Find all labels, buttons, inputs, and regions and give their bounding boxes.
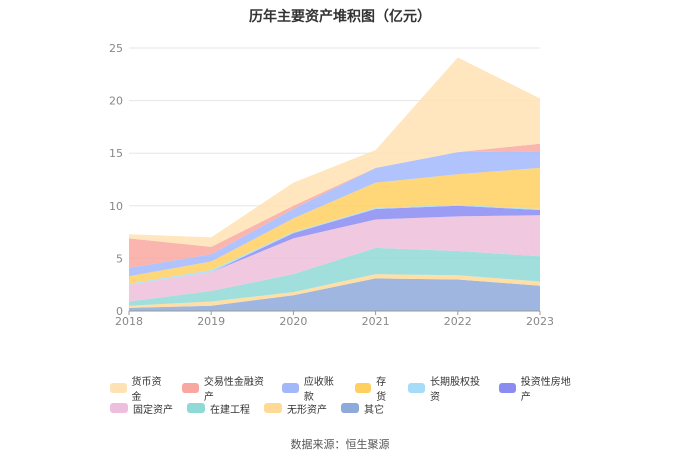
x-tick-label: 2018 (115, 315, 143, 328)
y-tick-label: 0 (116, 305, 123, 318)
legend-swatch (408, 383, 425, 393)
legend-swatch (341, 403, 359, 413)
area-series (129, 274, 540, 308)
legend-swatch (110, 403, 128, 413)
legend-label: 交易性金融资产 (203, 377, 264, 403)
legend-label: 在建工程 (210, 404, 250, 416)
legend-row: 固定资产 在建工程 无形资产 其它 (110, 398, 590, 418)
legend-swatch (110, 383, 127, 393)
area-series (129, 204, 540, 285)
y-tick-label: 20 (109, 95, 123, 108)
legend-label: 存货 (376, 377, 387, 403)
legend-item[interactable]: 交易性金融资产 (182, 373, 268, 403)
area-series (129, 247, 540, 306)
legend-item[interactable]: 其它 (341, 401, 384, 416)
x-tick-label: 2022 (444, 315, 472, 328)
legend-swatch (187, 403, 205, 413)
legend-row: 货币资金 交易性金融资产 应收账款 存货 长期股权投资 投资性房地产 (110, 377, 590, 403)
legend-label: 无形资产 (287, 404, 327, 416)
legend-item[interactable]: 在建工程 (187, 401, 250, 416)
y-tick-label: 15 (109, 147, 123, 160)
legend-swatch (499, 383, 516, 393)
legend-label: 应收账款 (303, 377, 334, 403)
area-series (129, 143, 540, 268)
legend-item[interactable]: 应收账款 (282, 373, 340, 403)
x-tick-label: 2019 (197, 315, 225, 328)
legend-item[interactable]: 货币资金 (110, 373, 168, 403)
legend-swatch (354, 383, 372, 393)
area-series (129, 57, 540, 247)
legend-swatch (264, 403, 282, 413)
area-series (129, 215, 540, 302)
chart-title: 历年主要资产堆积图（亿元） (249, 9, 431, 25)
legend-item[interactable]: 长期股权投资 (408, 373, 485, 403)
legend-label: 固定资产 (133, 404, 173, 416)
legend-label: 投资性房地产 (520, 377, 571, 403)
legend-item[interactable]: 投资性房地产 (499, 373, 576, 403)
x-tick-label: 2020 (279, 315, 307, 328)
legend-swatch (182, 383, 199, 393)
area-series (129, 151, 540, 277)
legend-item[interactable]: 存货 (354, 373, 395, 403)
y-tick-label: 10 (109, 200, 123, 213)
area-series (129, 278, 540, 311)
x-tick-label: 2021 (362, 315, 390, 328)
y-tick-label: 5 (116, 252, 123, 265)
legend-item[interactable]: 无形资产 (264, 401, 327, 416)
y-tick-label: 25 (109, 42, 123, 55)
legend-item[interactable]: 固定资产 (110, 401, 173, 416)
legend-label: 货币资金 (131, 377, 162, 403)
area-series (129, 205, 540, 285)
legend-label: 其它 (364, 404, 384, 416)
legend-swatch (282, 383, 299, 393)
area-series (129, 167, 540, 284)
x-tick-label: 2023 (526, 315, 554, 328)
chart-legend: 货币资金 交易性金融资产 应收账款 存货 长期股权投资 投资性房地产 固定资产 在建工程 无形… (110, 377, 590, 418)
data-source-note: 数据来源：恒生聚源 (290, 438, 390, 451)
legend-label: 长期股权投资 (429, 377, 480, 403)
